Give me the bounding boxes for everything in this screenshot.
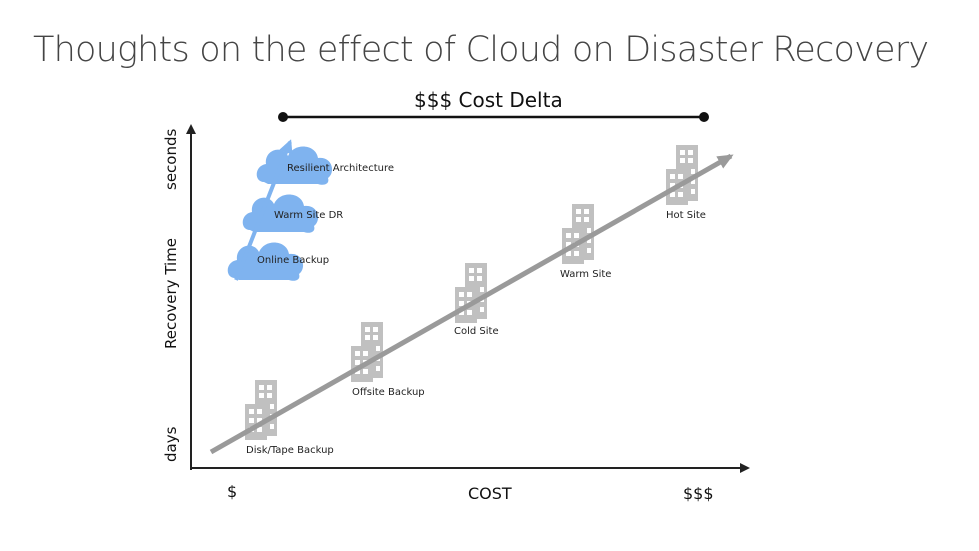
x-axis-right-label: $$$ [683, 484, 714, 503]
cloud-tier-label: Warm Site DR [274, 210, 344, 221]
x-axis-label: COST [468, 484, 512, 503]
tier-label: Hot Site [666, 210, 706, 221]
building-icon [455, 263, 487, 323]
tier-label: Warm Site [560, 269, 612, 280]
tier-label: Cold Site [454, 326, 499, 337]
cost-delta-label: $$$ Cost Delta [414, 88, 563, 112]
cloud-tier-label: Online Backup [257, 255, 330, 266]
tier-label: Offsite Backup [352, 387, 425, 398]
traditional-trend-arrow [209, 153, 734, 455]
tier-label: Disk/Tape Backup [246, 445, 334, 456]
cost-delta-start-dot [278, 112, 288, 122]
cloud-trend-arrow [234, 139, 293, 281]
cost-delta-end-dot [699, 112, 709, 122]
y-axis-label: Recovery Time [162, 237, 180, 349]
y-axis-bottom-label: days [162, 426, 180, 462]
slide-title: Thoughts on the effect of Cloud on Disas… [33, 30, 929, 70]
y-axis-top-label: seconds [162, 128, 180, 190]
x-axis-left-label: $ [227, 482, 238, 501]
cloud-tier-label: Resilient Architecture [287, 163, 395, 174]
building-icon [351, 322, 383, 382]
